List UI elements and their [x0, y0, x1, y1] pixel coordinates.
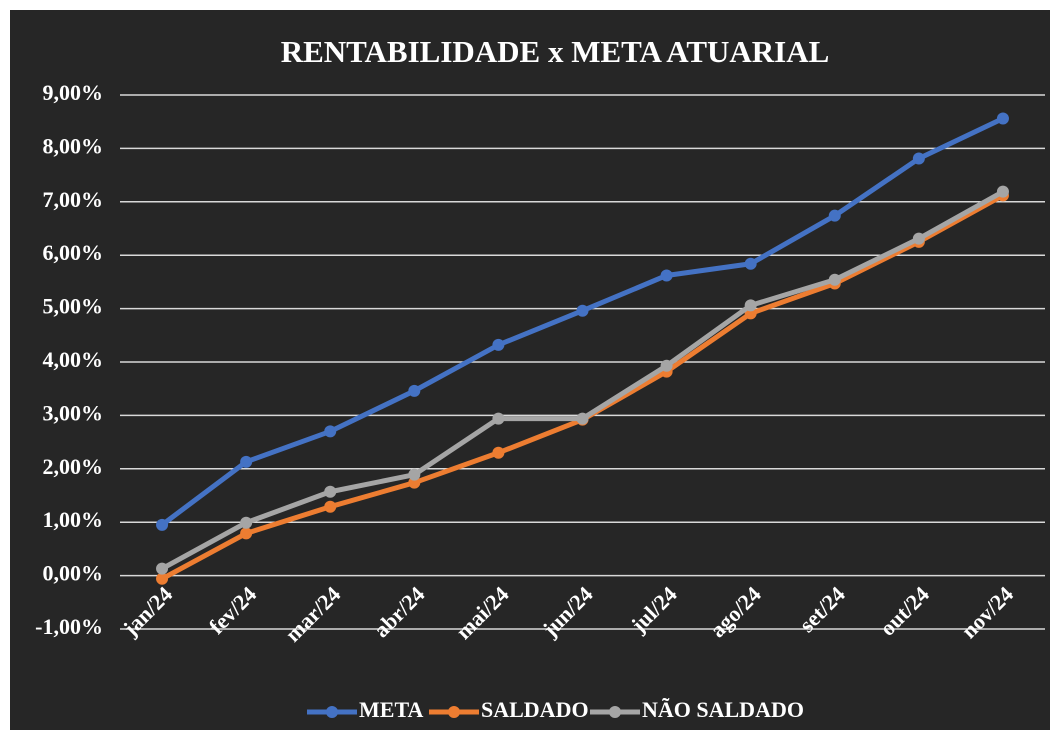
data-point — [492, 446, 505, 459]
data-point — [156, 518, 169, 531]
legend-label: SALDADO — [481, 697, 589, 722]
data-point — [576, 412, 589, 425]
data-point — [156, 562, 169, 575]
data-point — [408, 384, 421, 397]
data-point — [660, 359, 673, 372]
y-tick-label: 6,00% — [43, 240, 104, 265]
data-point — [744, 257, 757, 270]
data-point — [828, 273, 841, 286]
data-point — [324, 425, 337, 438]
y-tick-label: 5,00% — [43, 294, 104, 319]
data-point — [492, 338, 505, 351]
data-point — [324, 485, 337, 498]
data-point — [996, 185, 1009, 198]
data-point — [996, 112, 1009, 125]
data-point — [240, 527, 253, 540]
data-point — [660, 269, 673, 282]
data-point — [828, 209, 841, 222]
data-point — [492, 412, 505, 425]
data-point — [744, 299, 757, 312]
data-point — [324, 500, 337, 513]
legend-label: META — [359, 697, 423, 722]
legend-marker — [448, 706, 460, 718]
data-point — [240, 516, 253, 529]
chart-background — [8, 8, 1052, 732]
legend-marker — [609, 706, 621, 718]
y-tick-label: 3,00% — [43, 400, 104, 425]
data-point — [912, 232, 925, 245]
y-tick-label: 9,00% — [43, 80, 104, 105]
y-tick-label: 4,00% — [43, 347, 104, 372]
data-point — [156, 572, 169, 585]
legend-label: NÃO SALDADO — [642, 697, 804, 722]
y-tick-label: 8,00% — [43, 133, 104, 158]
chart-title: RENTABILIDADE x META ATUARIAL — [281, 34, 830, 69]
data-point — [912, 152, 925, 165]
data-point — [576, 304, 589, 317]
legend-marker — [326, 706, 338, 718]
y-tick-label: 0,00% — [43, 561, 104, 586]
data-point — [408, 468, 421, 481]
data-point — [240, 455, 253, 468]
y-tick-label: 2,00% — [43, 454, 104, 479]
y-tick-label: 1,00% — [43, 507, 104, 532]
y-tick-label: -1,00% — [35, 614, 103, 639]
y-tick-label: 7,00% — [43, 187, 104, 212]
